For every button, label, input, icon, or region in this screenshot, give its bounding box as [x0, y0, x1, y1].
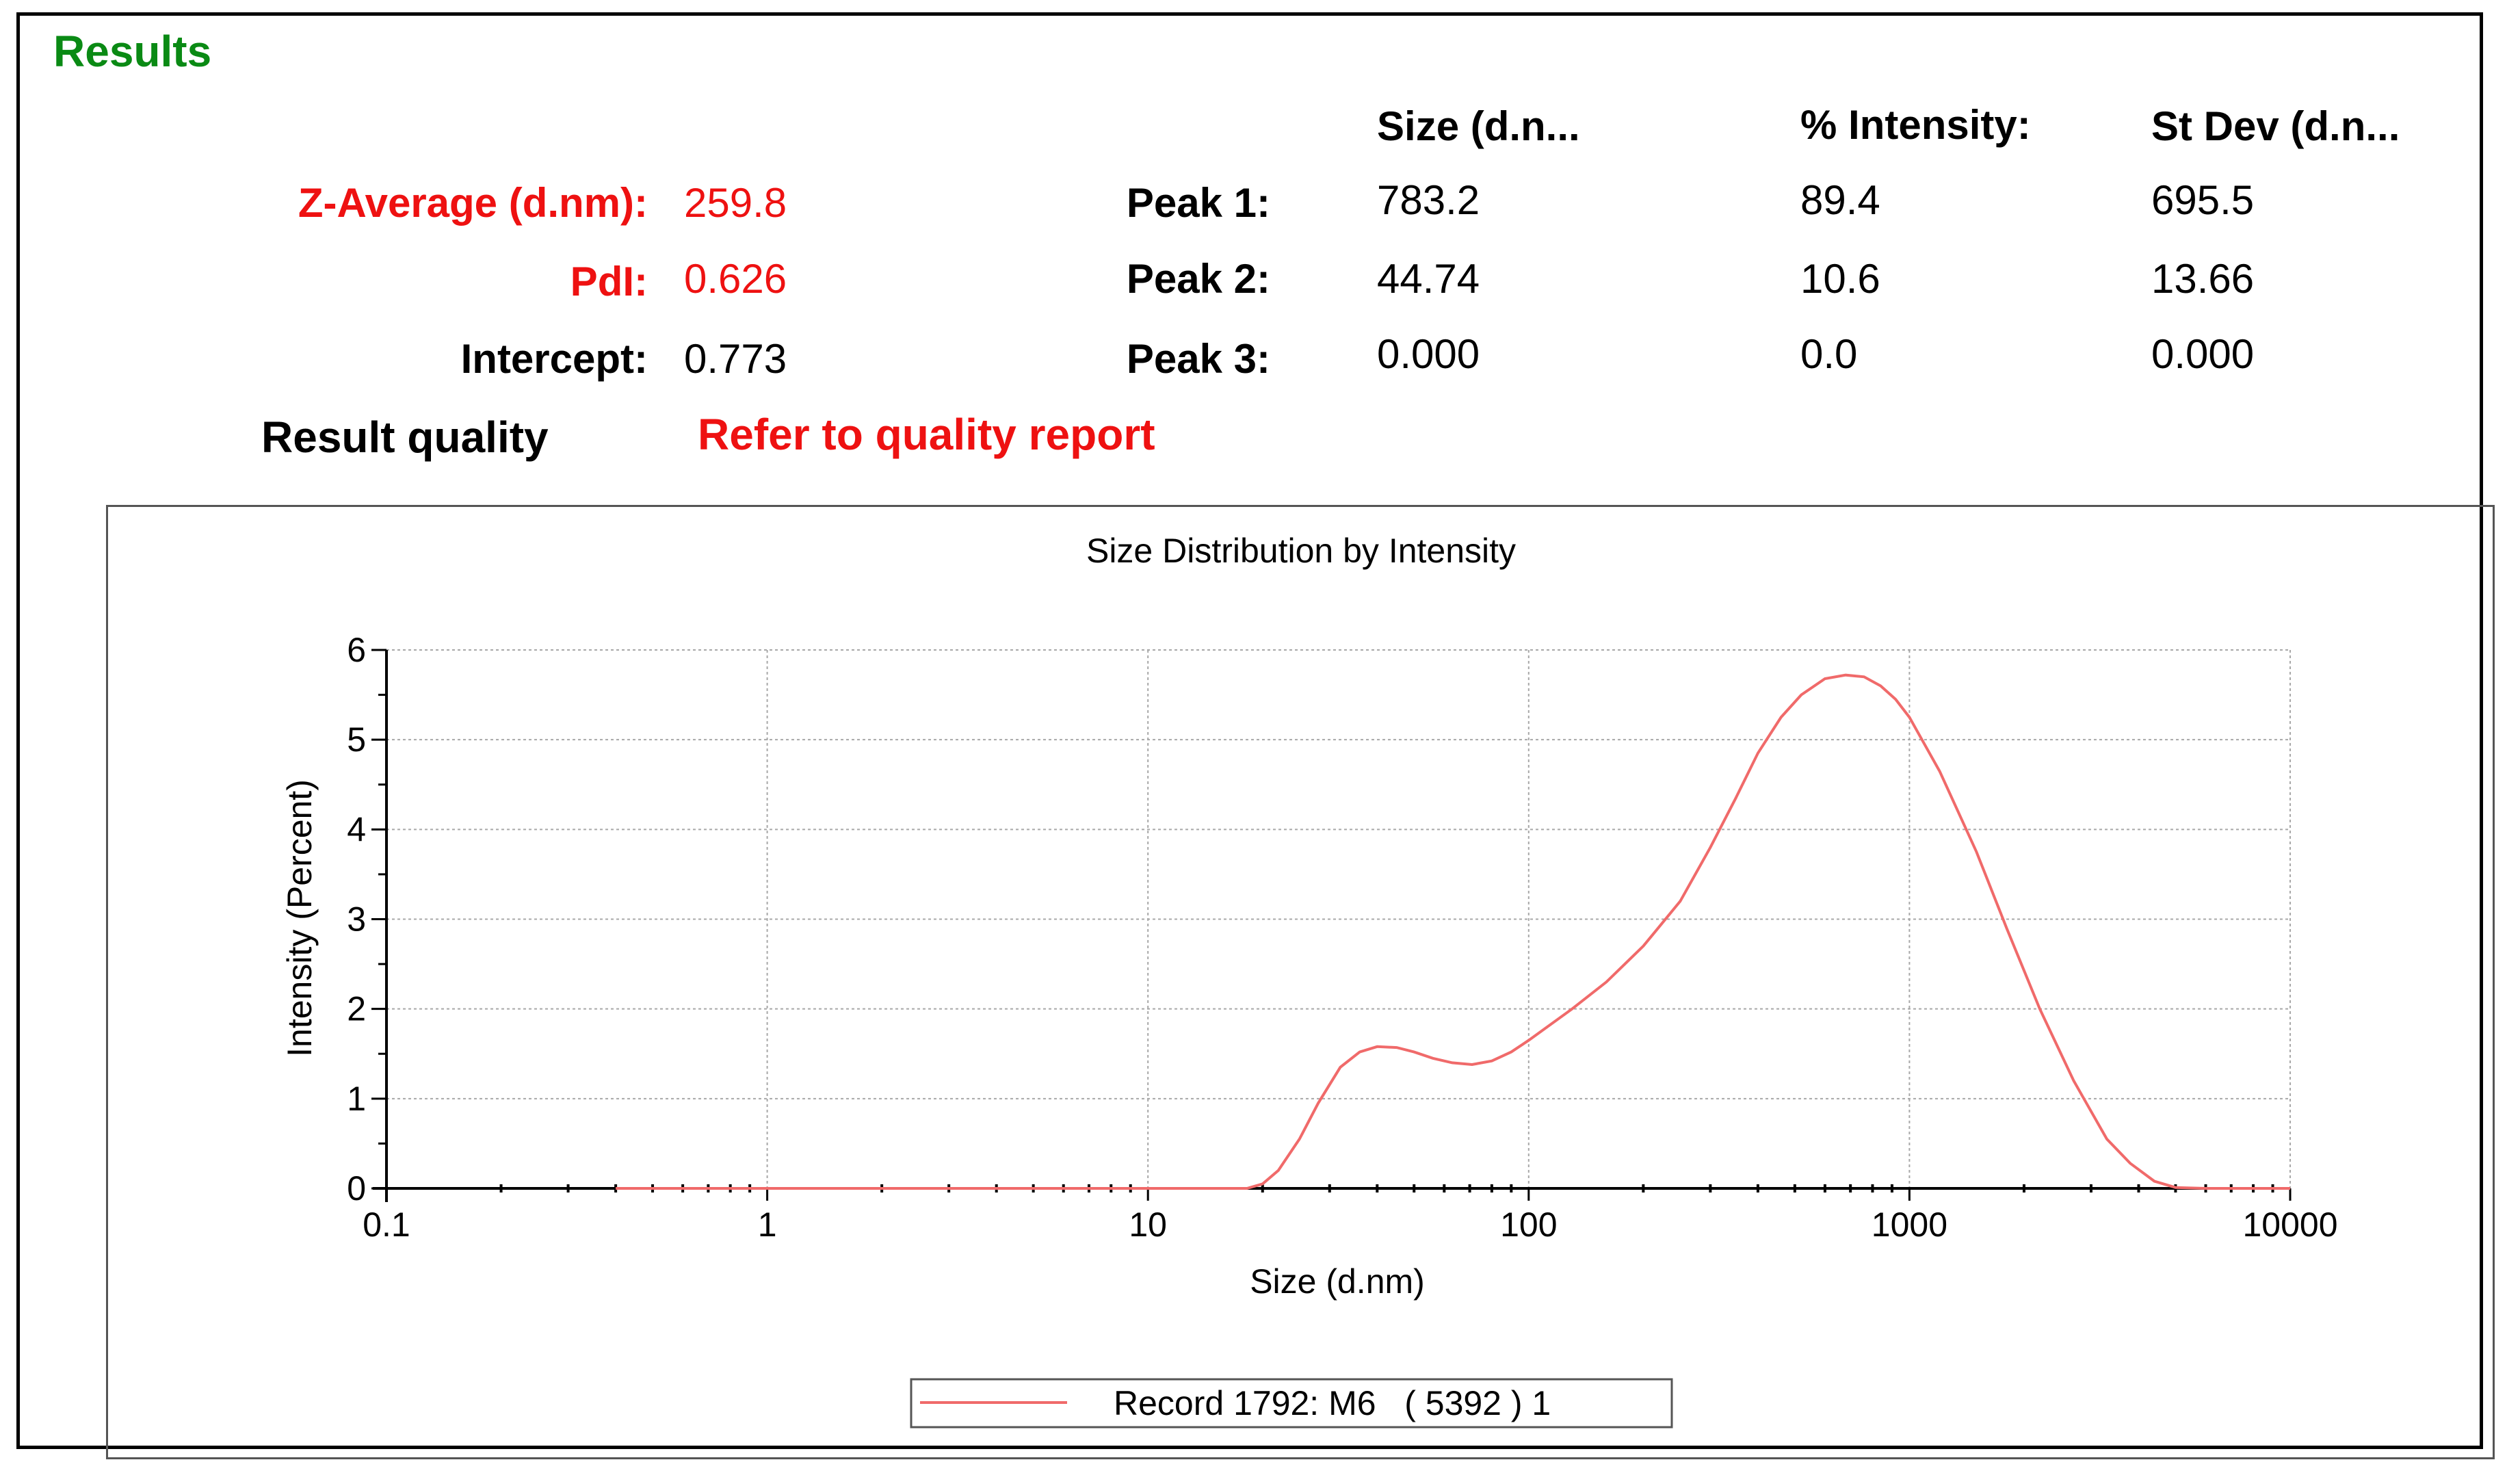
chart-frame: [106, 505, 2495, 1459]
peak-3-label: Peak 3:: [1126, 336, 1270, 382]
peak-1-intensity: 89.4: [1800, 177, 1880, 223]
intercept-value: 0.773: [684, 336, 787, 382]
header-stdev: St Dev (d.n...: [2151, 103, 2400, 149]
peak-1-stdev: 695.5: [2151, 177, 2255, 223]
intercept-label: Intercept:: [460, 336, 648, 382]
peak-1-label: Peak 1:: [1126, 180, 1270, 226]
peak-3-stdev: 0.000: [2151, 331, 2255, 377]
peak-3-intensity: 0.0: [1800, 331, 1858, 377]
z-average-label: Z-Average (d.nm):: [298, 180, 648, 226]
peak-3-size: 0.000: [1377, 331, 1480, 377]
pdi-value: 0.626: [684, 256, 787, 302]
peak-2-stdev: 13.66: [2151, 256, 2255, 302]
peak-2-size: 44.74: [1377, 256, 1480, 302]
results-panel: [16, 12, 2483, 1449]
pdi-label: PdI:: [570, 259, 648, 304]
result-quality-label: Result quality: [261, 413, 549, 462]
header-size: Size (d.n...: [1377, 103, 1580, 149]
peak-2-label: Peak 2:: [1126, 256, 1270, 302]
results-title: Results: [53, 27, 212, 76]
z-average-value: 259.8: [684, 180, 787, 226]
header-intensity: % Intensity:: [1800, 102, 2031, 148]
peak-1-size: 783.2: [1377, 177, 1480, 223]
peak-2-intensity: 10.6: [1800, 256, 1880, 302]
result-quality-link[interactable]: Refer to quality report: [698, 410, 1155, 459]
